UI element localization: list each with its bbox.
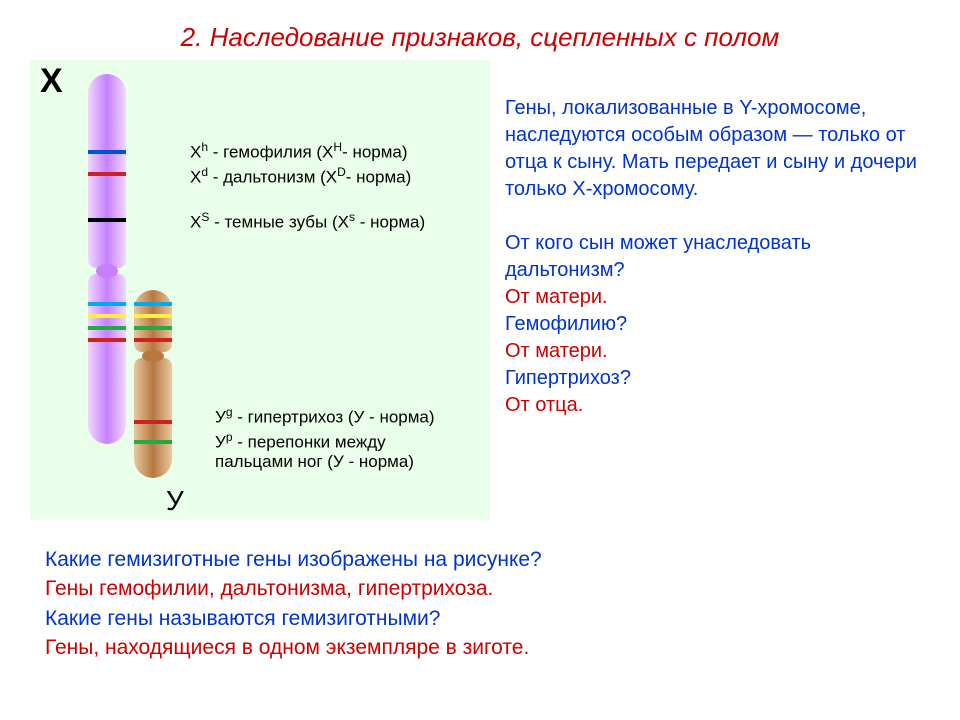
- y-band: [134, 440, 172, 444]
- bottom-a2: Гены, находящиеся в одном экземпляре в з…: [45, 633, 905, 662]
- gene-annotation: пальцами ног (У - норма): [215, 452, 414, 472]
- y-band: [134, 420, 172, 424]
- x-band: [88, 314, 126, 318]
- gene-annotation: Xd - дальтонизм (XD- норма): [190, 165, 411, 188]
- x-chrom-arm-bottom: [88, 274, 126, 444]
- gene-annotation: Уg - гипертрихоз (У - норма): [215, 405, 435, 428]
- bottom-a1: Гены гемофилии, дальтонизма, гипертрихоз…: [45, 574, 905, 603]
- y-chrom-arm-bottom: [134, 358, 172, 478]
- explanation-block: Гены, локализованные в Y-хромосоме, насл…: [505, 95, 935, 419]
- x-band: [88, 326, 126, 330]
- question-hypertrichosis: Гипертрихоз?: [505, 365, 935, 392]
- y-band: [134, 302, 172, 306]
- bottom-q1: Какие гемизиготные гены изображены на ри…: [45, 545, 905, 574]
- y-centromere: [142, 350, 164, 362]
- question-daltonism: От кого сын может унаследовать дальтониз…: [505, 230, 935, 284]
- y-chrom-arm-top: [134, 290, 172, 352]
- answer-hypertrichosis: От отца.: [505, 392, 935, 419]
- question-hemophilia: Гемофилию?: [505, 311, 935, 338]
- x-centromere: [96, 264, 118, 278]
- x-chrom-arm-top: [88, 74, 126, 268]
- x-band: [88, 150, 126, 154]
- x-band: [88, 172, 126, 176]
- intro-paragraph: Гены, локализованные в Y-хромосоме, насл…: [505, 95, 935, 203]
- x-band: [88, 218, 126, 222]
- x-band: [88, 338, 126, 342]
- gene-annotation: XS - темные зубы (Xs - норма): [190, 210, 425, 233]
- answer-daltonism: От матери.: [505, 284, 935, 311]
- x-band: [88, 302, 126, 306]
- x-chrom-label: Х: [40, 62, 63, 101]
- bottom-q2: Какие гены называются гемизиготными?: [45, 604, 905, 633]
- gene-annotation: Уp - перепонки между: [215, 430, 386, 453]
- y-band: [134, 326, 172, 330]
- page-title: 2. Наследование признаков, сцепленных с …: [0, 22, 960, 53]
- y-band: [134, 314, 172, 318]
- bottom-qa-block: Какие гемизиготные гены изображены на ри…: [45, 545, 905, 663]
- answer-hemophilia: От матери.: [505, 338, 935, 365]
- y-band: [134, 338, 172, 342]
- gene-annotation: Xh - гемофилия (XH- норма): [190, 140, 408, 163]
- y-chrom-label: У: [166, 485, 184, 517]
